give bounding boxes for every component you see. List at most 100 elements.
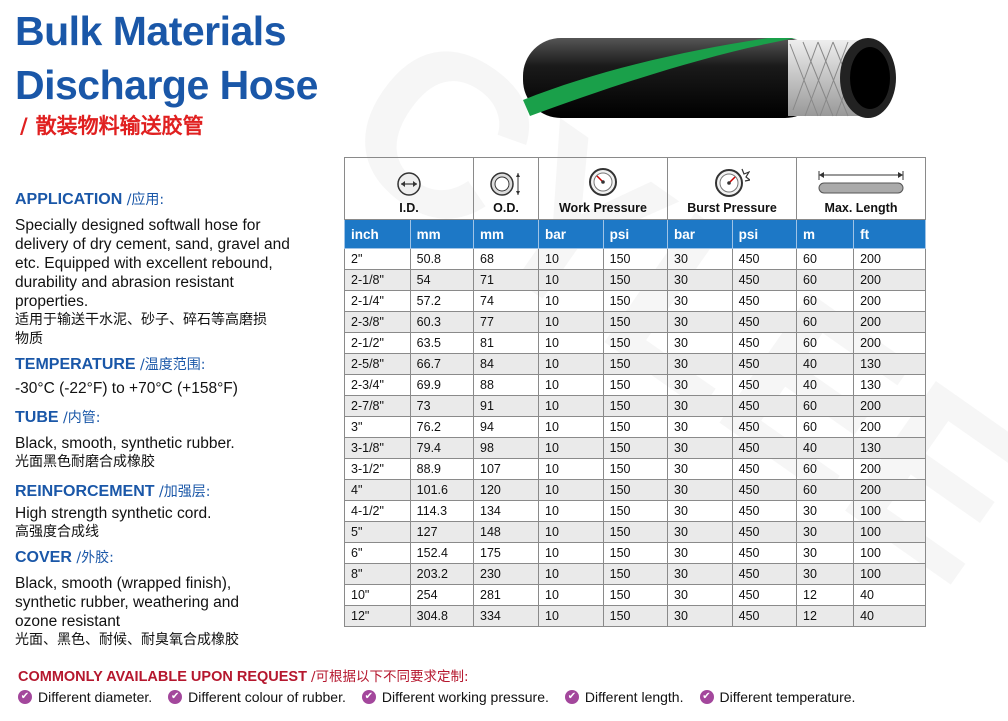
table-cell: 88.9 bbox=[409, 458, 475, 480]
table-cell: 40 bbox=[795, 353, 855, 375]
table-cell: 3" bbox=[344, 416, 411, 438]
cover-text: Black, smooth (wrapped finish), syntheti… bbox=[15, 575, 240, 630]
table-cell: 200 bbox=[853, 290, 926, 312]
table-cell: 94 bbox=[473, 416, 539, 438]
table-cell: 60 bbox=[795, 311, 855, 333]
table-cell: 450 bbox=[731, 353, 798, 375]
table-row: 6" 152.4 175 10 150 30 450 30 100 bbox=[344, 542, 926, 564]
unit-cell: inch bbox=[344, 219, 411, 249]
table-cell: 150 bbox=[602, 500, 669, 522]
table-cell: 30 bbox=[795, 563, 855, 585]
table-cell: 450 bbox=[731, 521, 798, 543]
table-cell: 200 bbox=[853, 311, 926, 333]
temperature-text: -30°C (-22°F) to +70°C (+158°F) bbox=[15, 380, 238, 397]
table-cell: 30 bbox=[667, 269, 733, 291]
table-cell: 150 bbox=[602, 563, 669, 585]
table-cell: 150 bbox=[602, 332, 669, 354]
outer-diameter-icon bbox=[490, 172, 520, 196]
option-label: Different temperature. bbox=[719, 689, 856, 705]
check-icon: ✔ bbox=[18, 690, 32, 704]
table-cell: 10" bbox=[344, 584, 411, 606]
table-cell: 10 bbox=[538, 521, 604, 543]
table-cell: 12" bbox=[344, 605, 411, 627]
options-list: ✔ Different diameter. ✔ Different colour o… bbox=[18, 689, 855, 705]
table-cell: 152.4 bbox=[409, 542, 475, 564]
application-heading: APPLICATION /应用: bbox=[15, 190, 315, 210]
table-body: 2" 50.8 68 10 150 30 450 60 200 2-1/8" 54 71 10 150 30… bbox=[344, 248, 926, 627]
table-cell: 100 bbox=[853, 542, 926, 564]
reinforcement-heading-cn: /加强层: bbox=[159, 484, 211, 500]
table-cell: 450 bbox=[731, 416, 798, 438]
header-id-label: I.D. bbox=[399, 201, 419, 215]
table-cell: 30 bbox=[667, 605, 733, 627]
check-icon: ✔ bbox=[361, 690, 376, 704]
option-item: ✔ Different colour of rubber. bbox=[168, 689, 346, 705]
table-cell: 60 bbox=[795, 290, 855, 312]
table-cell: 60.3 bbox=[409, 311, 475, 333]
table-cell: 69.9 bbox=[409, 374, 475, 396]
table-cell: 63.5 bbox=[409, 332, 475, 354]
title-line-2: Discharge Hose bbox=[15, 62, 318, 108]
table-row: 5" 127 148 10 150 30 450 30 100 bbox=[344, 521, 926, 543]
table-cell: 10 bbox=[538, 269, 604, 291]
table-cell: 30 bbox=[667, 500, 733, 522]
table-cell: 12 bbox=[795, 584, 855, 606]
table-cell: 30 bbox=[667, 290, 733, 312]
table-cell: 6" bbox=[344, 542, 411, 564]
cover-heading: COVER /外胶: bbox=[15, 548, 315, 568]
temperature-heading-en: TEMPERATURE bbox=[15, 356, 136, 373]
table-cell: 150 bbox=[602, 458, 669, 480]
tube-heading: TUBE /内管: bbox=[15, 408, 315, 428]
table-cell: 130 bbox=[853, 437, 926, 459]
table-cell: 334 bbox=[473, 605, 539, 627]
table-cell: 450 bbox=[731, 458, 798, 480]
table-cell: 40 bbox=[853, 584, 926, 606]
table-cell: 175 bbox=[473, 542, 539, 564]
table-cell: 450 bbox=[731, 605, 798, 627]
check-icon: ✔ bbox=[699, 690, 714, 704]
table-cell: 76.2 bbox=[409, 416, 475, 438]
table-cell: 2-1/2" bbox=[344, 332, 411, 354]
table-cell: 30 bbox=[667, 311, 733, 333]
option-item: ✔ Different working pressure. bbox=[361, 689, 549, 705]
table-cell: 74 bbox=[473, 290, 539, 312]
table-cell: 60 bbox=[795, 479, 855, 501]
table-cell: 40 bbox=[853, 605, 926, 627]
table-cell: 10 bbox=[538, 332, 604, 354]
table-row: 2-1/4" 57.2 74 10 150 30 450 60 200 bbox=[344, 290, 926, 312]
reinforcement-text: High strength synthetic cord. bbox=[15, 505, 212, 522]
table-cell: 100 bbox=[853, 563, 926, 585]
table-cell: 60 bbox=[795, 269, 855, 291]
unit-cell: ft bbox=[853, 219, 926, 249]
temperature-heading-cn: /温度范围: bbox=[140, 357, 206, 373]
table-cell: 4" bbox=[344, 479, 411, 501]
reinforcement-text-cn: 高强度合成线 bbox=[15, 524, 99, 540]
table-cell: 230 bbox=[473, 563, 539, 585]
table-cell: 101.6 bbox=[409, 479, 475, 501]
table-cell: 10 bbox=[538, 605, 604, 627]
table-cell: 450 bbox=[731, 332, 798, 354]
header-burst-pressure-label: Burst Pressure bbox=[687, 201, 777, 215]
table-cell: 450 bbox=[731, 500, 798, 522]
table-cell: 100 bbox=[853, 500, 926, 522]
table-cell: 450 bbox=[731, 542, 798, 564]
table-cell: 77 bbox=[473, 311, 539, 333]
table-cell: 30 bbox=[667, 458, 733, 480]
table-cell: 30 bbox=[667, 353, 733, 375]
table-cell: 200 bbox=[853, 479, 926, 501]
header-burst-pressure: Burst Pressure bbox=[667, 157, 797, 220]
table-cell: 114.3 bbox=[409, 500, 475, 522]
table-cell: 150 bbox=[602, 395, 669, 417]
pressure-gauge-icon bbox=[589, 168, 617, 196]
table-cell: 150 bbox=[602, 584, 669, 606]
application-heading-cn: /应用: bbox=[126, 192, 165, 208]
table-cell: 66.7 bbox=[409, 353, 475, 375]
table-cell: 10 bbox=[538, 353, 604, 375]
header-od: O.D. bbox=[473, 157, 539, 220]
table-cell: 30 bbox=[795, 500, 855, 522]
table-cell: 10 bbox=[538, 542, 604, 564]
unit-cell: bar bbox=[538, 219, 604, 249]
table-cell: 150 bbox=[602, 437, 669, 459]
cover-heading-en: COVER bbox=[15, 549, 72, 566]
table-cell: 203.2 bbox=[409, 563, 475, 585]
